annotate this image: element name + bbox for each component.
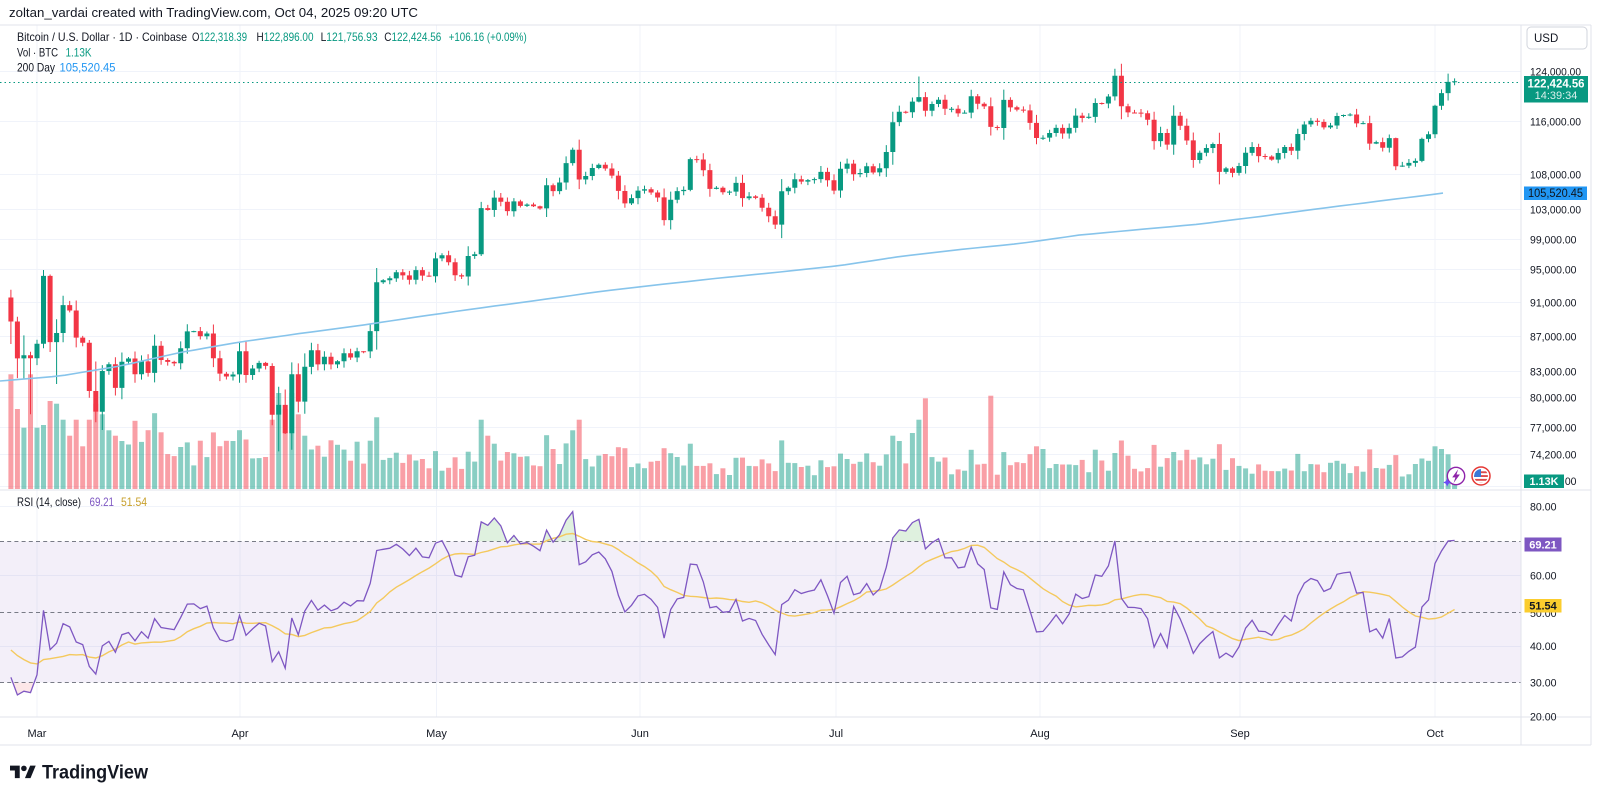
- svg-text:TradingView: TradingView: [42, 763, 148, 784]
- svg-text:83,000.00: 83,000.00: [1530, 367, 1577, 379]
- svg-text:108,000.00: 108,000.00: [1530, 170, 1581, 182]
- svg-text:116,000.00: 116,000.00: [1530, 117, 1581, 129]
- svg-text:14:39:34: 14:39:34: [1535, 90, 1578, 102]
- svg-text:69.21: 69.21: [1529, 540, 1557, 552]
- svg-text:Mar: Mar: [28, 728, 47, 740]
- svg-text:Oct: Oct: [1426, 728, 1443, 740]
- svg-text:122,424.56: 122,424.56: [1528, 79, 1585, 91]
- svg-text:O122,318.39: O122,318.39: [192, 30, 247, 44]
- svg-text:103,000.00: 103,000.00: [1530, 205, 1581, 217]
- svg-text:Bitcoin / U.S. Dollar · 1D · C: Bitcoin / U.S. Dollar · 1D · Coinbase: [17, 30, 187, 44]
- svg-text:Vol · BTC: Vol · BTC: [17, 46, 58, 60]
- svg-text:77,000.00: 77,000.00: [1530, 423, 1577, 435]
- svg-text:91,000.00: 91,000.00: [1530, 298, 1577, 310]
- svg-text:87,000.00: 87,000.00: [1530, 332, 1577, 344]
- svg-text:30.00: 30.00: [1530, 678, 1557, 690]
- svg-text:Apr: Apr: [231, 728, 248, 740]
- svg-text:51.54: 51.54: [121, 495, 147, 509]
- svg-text:Sep: Sep: [1230, 728, 1250, 740]
- svg-text:zoltan_vardai created with Tra: zoltan_vardai created with TradingView.c…: [9, 5, 418, 20]
- svg-text:20.00: 20.00: [1530, 712, 1557, 724]
- svg-text:USD: USD: [1534, 33, 1558, 45]
- svg-text:C122,424.56: C122,424.56: [384, 30, 441, 44]
- svg-text:200 Day: 200 Day: [17, 61, 55, 75]
- svg-text:99,000.00: 99,000.00: [1530, 235, 1577, 247]
- svg-text:51.54: 51.54: [1529, 601, 1557, 613]
- svg-text:95,000.00: 95,000.00: [1530, 265, 1577, 277]
- svg-text:69.21: 69.21: [90, 495, 115, 509]
- svg-text:1.13K: 1.13K: [1530, 476, 1559, 488]
- svg-text:60.00: 60.00: [1530, 571, 1557, 583]
- svg-text:1.13K: 1.13K: [66, 46, 92, 60]
- svg-text:Jul: Jul: [829, 728, 843, 740]
- svg-text:Jun: Jun: [631, 728, 649, 740]
- svg-text:RSI (14, close): RSI (14, close): [17, 495, 81, 509]
- svg-text:May: May: [426, 728, 447, 740]
- svg-text:80,000.00: 80,000.00: [1530, 393, 1577, 405]
- svg-text:80.00: 80.00: [1530, 502, 1557, 514]
- svg-text:105,520.45: 105,520.45: [1528, 188, 1583, 200]
- svg-text:105,520.45: 105,520.45: [60, 61, 116, 75]
- svg-text:+106.16 (+0.09%): +106.16 (+0.09%): [449, 30, 527, 44]
- svg-text:L121,756.93: L121,756.93: [321, 30, 378, 44]
- svg-text:H122,896.00: H122,896.00: [257, 30, 314, 44]
- svg-text:74,200.00: 74,200.00: [1530, 450, 1577, 462]
- svg-text:40.00: 40.00: [1530, 641, 1557, 653]
- svg-text:Aug: Aug: [1030, 728, 1050, 740]
- svg-text:124,000.00: 124,000.00: [1530, 67, 1581, 79]
